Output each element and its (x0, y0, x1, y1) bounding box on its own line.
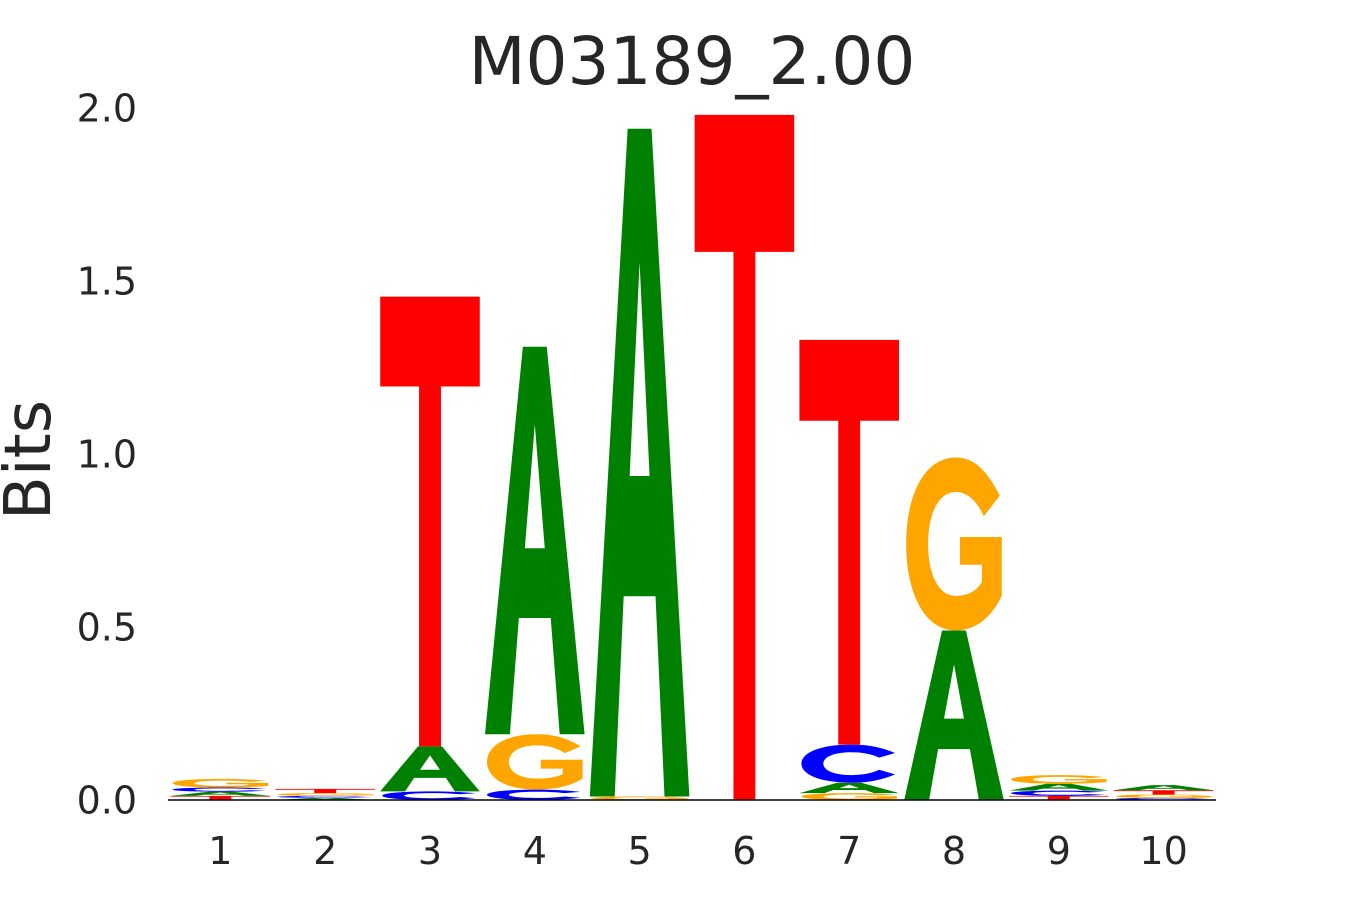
letter-T (799, 339, 899, 745)
letter-G (172, 778, 269, 788)
letter-G (487, 734, 583, 790)
letter-A (589, 128, 690, 797)
y-axis-ticks: 0.0 0.5 1.0 1.5 2.0 (77, 87, 137, 823)
letter-A (380, 746, 480, 792)
letter-T (380, 296, 480, 747)
x-axis-ticks: 1 2 3 4 5 6 7 8 9 10 (208, 829, 1187, 873)
letter-stacks (170, 114, 1214, 801)
letter-T (694, 114, 795, 801)
y-tick-label: 2.0 (77, 87, 137, 131)
x-tick-label: 2 (313, 829, 337, 873)
letter-T (1009, 795, 1109, 800)
letter-stack-4 (485, 346, 585, 800)
x-tick-label: 1 (208, 829, 232, 873)
x-tick-label: 4 (523, 829, 547, 873)
letter-A (904, 630, 1004, 800)
letter-G (1115, 794, 1212, 798)
letter-C (277, 795, 371, 798)
y-axis-label: Bits (0, 400, 66, 520)
letter-G (801, 793, 897, 800)
x-tick-label: 9 (1047, 829, 1071, 873)
y-tick-label: 1.0 (77, 433, 137, 477)
letter-G (906, 457, 1002, 631)
letter-T (275, 788, 375, 794)
letter-stack-1 (170, 778, 271, 800)
letter-G (1011, 775, 1107, 784)
letter-A (485, 346, 585, 735)
y-tick-label: 1.5 (77, 260, 137, 304)
letter-stack-3 (380, 296, 480, 800)
letter-A (1113, 785, 1214, 791)
letter-G (591, 796, 688, 800)
x-tick-label: 5 (628, 829, 652, 873)
y-tick-label: 0.5 (77, 606, 137, 650)
x-tick-label: 7 (837, 829, 861, 873)
letter-C (382, 791, 476, 800)
x-tick-label: 3 (418, 829, 442, 873)
letter-stack-6 (694, 114, 795, 801)
letter-C (487, 789, 581, 800)
letter-A (799, 782, 899, 794)
x-tick-label: 10 (1139, 829, 1187, 873)
y-tick-label: 0.0 (77, 779, 137, 823)
letter-C (172, 787, 267, 792)
letter-A (1009, 783, 1109, 791)
x-tick-label: 6 (732, 829, 756, 873)
letter-stack-10 (1113, 785, 1214, 800)
letter-C (801, 744, 895, 783)
letter-T (170, 795, 271, 800)
letter-stack-2 (275, 788, 375, 800)
letter-stack-7 (799, 339, 899, 800)
letter-stack-9 (1009, 775, 1109, 800)
letter-T (1113, 790, 1214, 795)
letter-stack-8 (904, 457, 1004, 800)
letter-G (277, 793, 373, 796)
chart-title: M03189_2.00 (469, 23, 916, 100)
letter-A (170, 791, 271, 796)
x-tick-label: 8 (942, 829, 966, 873)
letter-C (1011, 790, 1105, 796)
letter-stack-5 (589, 128, 690, 800)
